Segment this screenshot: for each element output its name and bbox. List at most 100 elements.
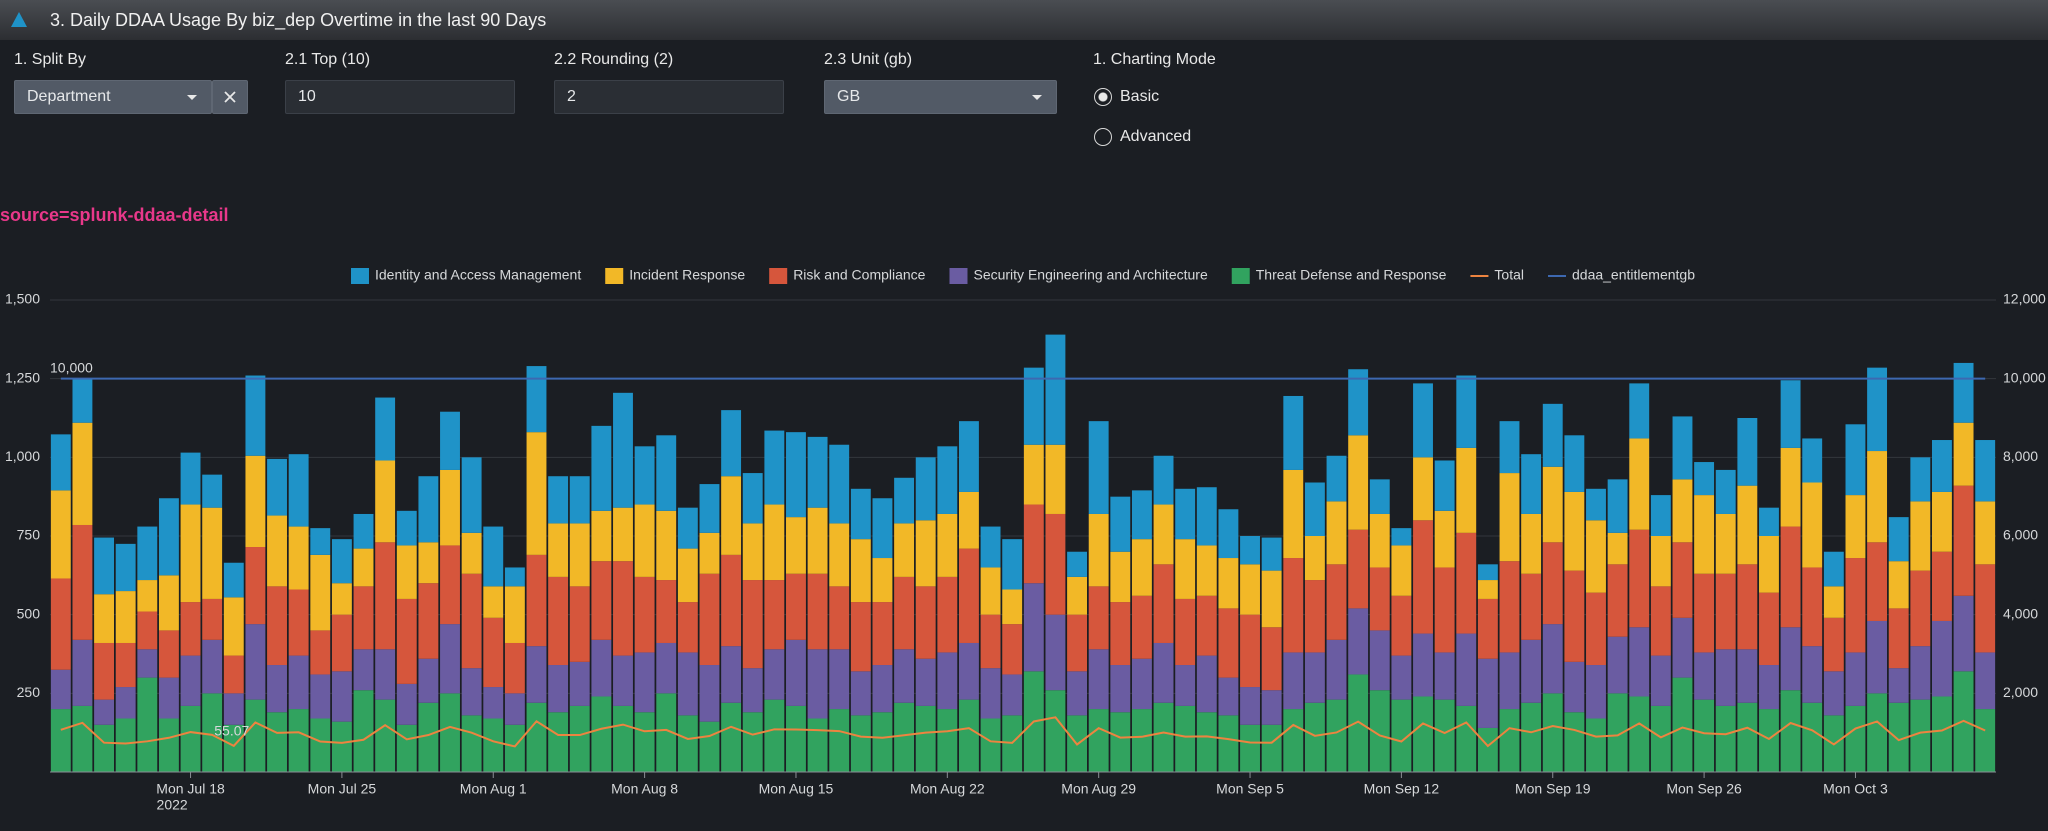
bar-segment xyxy=(1456,633,1477,706)
bar-segment xyxy=(786,517,806,574)
bar-segment xyxy=(1737,702,1758,772)
bar-segment xyxy=(1759,665,1779,710)
bar-segment xyxy=(1931,440,1952,492)
bar-segment xyxy=(1304,580,1325,653)
bar-segment xyxy=(1650,705,1671,772)
bar-segment xyxy=(764,699,785,772)
bar-segment xyxy=(1477,580,1498,599)
bar-segment xyxy=(613,705,633,772)
bar-segment xyxy=(1456,375,1477,448)
bar-segment xyxy=(980,614,1001,669)
bar-segment xyxy=(1348,608,1369,675)
bar-segment xyxy=(353,586,374,650)
bar-segment xyxy=(1975,440,1996,502)
bar-segment xyxy=(461,668,482,716)
bar-segment xyxy=(894,523,915,577)
bar-segment xyxy=(94,642,115,700)
bar-segment xyxy=(396,510,417,546)
bar-segment xyxy=(656,642,677,694)
bar-segment xyxy=(721,410,742,477)
bar-segment xyxy=(1175,539,1196,599)
bar-segment xyxy=(1607,479,1628,533)
bar-segment xyxy=(1088,709,1109,772)
bar-segment xyxy=(850,539,871,603)
bar-segment xyxy=(1867,693,1888,772)
bar-segment xyxy=(1045,513,1066,615)
bar-segment xyxy=(504,724,525,772)
bar-segment xyxy=(656,693,677,772)
bar-segment xyxy=(1153,504,1174,565)
bar-segment xyxy=(1326,501,1347,565)
bar-segment xyxy=(94,724,115,772)
bar-segment xyxy=(613,561,633,656)
radio-label: Basic xyxy=(1120,88,1160,105)
bar-segment xyxy=(353,513,374,549)
bar-segment xyxy=(548,523,569,577)
bar-segment xyxy=(1391,528,1412,546)
bar-segment xyxy=(548,665,569,713)
bar-segment xyxy=(1845,495,1866,559)
bar-segment xyxy=(1910,501,1931,571)
bar-segment xyxy=(245,699,266,772)
bar-segment xyxy=(1002,589,1023,625)
rounding-input[interactable]: 2 xyxy=(554,80,784,114)
bar-segment xyxy=(1607,693,1628,772)
bar-segment xyxy=(1023,367,1044,445)
bar-segment xyxy=(223,724,244,772)
bar-segment xyxy=(1434,652,1455,700)
bar-segment xyxy=(1672,617,1693,678)
bar-segment xyxy=(396,598,417,684)
bar-segment xyxy=(1477,727,1498,772)
bar-segment xyxy=(764,649,785,700)
bar-segment xyxy=(396,545,417,599)
unit-dropdown[interactable]: GB xyxy=(824,80,1057,114)
caret xyxy=(1032,95,1042,100)
bar-segment xyxy=(1586,665,1606,719)
bar-segment xyxy=(115,642,136,688)
bar-segment xyxy=(1759,592,1779,666)
bar-segment xyxy=(1975,652,1996,710)
bar-segment xyxy=(1153,455,1174,505)
bar-segment xyxy=(699,665,720,722)
bar-segment xyxy=(1823,551,1844,587)
bar-segment xyxy=(894,649,915,703)
bar-segment xyxy=(267,515,287,587)
bar-segment xyxy=(1348,529,1369,609)
bar-segment xyxy=(1304,536,1325,581)
clear-button[interactable] xyxy=(212,80,248,114)
bar-segment xyxy=(396,683,417,725)
panel-header: 3. Daily DDAA Usage By biz_dep Overtime … xyxy=(0,0,2048,40)
top-input[interactable]: 10 xyxy=(285,80,515,114)
caret xyxy=(187,95,197,100)
bar-segment xyxy=(1045,614,1066,691)
bar-segment xyxy=(1888,702,1909,772)
bar-segment xyxy=(1802,646,1823,703)
bar-segment xyxy=(158,575,179,631)
x-tick-label: Mon Oct 3 xyxy=(1823,781,1888,797)
bar-segment xyxy=(267,586,287,666)
bar-segment xyxy=(829,523,850,587)
radio-advanced[interactable] xyxy=(1094,128,1112,146)
bar-segment xyxy=(504,567,525,587)
bar-segment xyxy=(50,578,71,670)
bar-segment xyxy=(1369,690,1390,772)
bar-segment xyxy=(50,709,71,772)
bar-segment xyxy=(1304,702,1325,772)
bar-segment xyxy=(591,510,612,562)
bar-segment xyxy=(1672,416,1693,480)
bar-segment xyxy=(483,718,504,772)
bar-segment xyxy=(1737,649,1758,703)
bar-segment xyxy=(742,523,763,581)
bar-segment xyxy=(829,586,850,650)
bar-segment xyxy=(699,721,720,772)
bar-segment xyxy=(1953,485,1974,596)
bar-segment xyxy=(310,554,331,631)
bar-segment xyxy=(850,488,871,540)
bar-segment xyxy=(1694,495,1715,574)
bar-segment xyxy=(115,687,136,719)
split-by-dropdown[interactable]: Department xyxy=(14,80,212,114)
radio-basic[interactable] xyxy=(1094,88,1112,106)
bar-segment xyxy=(1542,693,1563,772)
